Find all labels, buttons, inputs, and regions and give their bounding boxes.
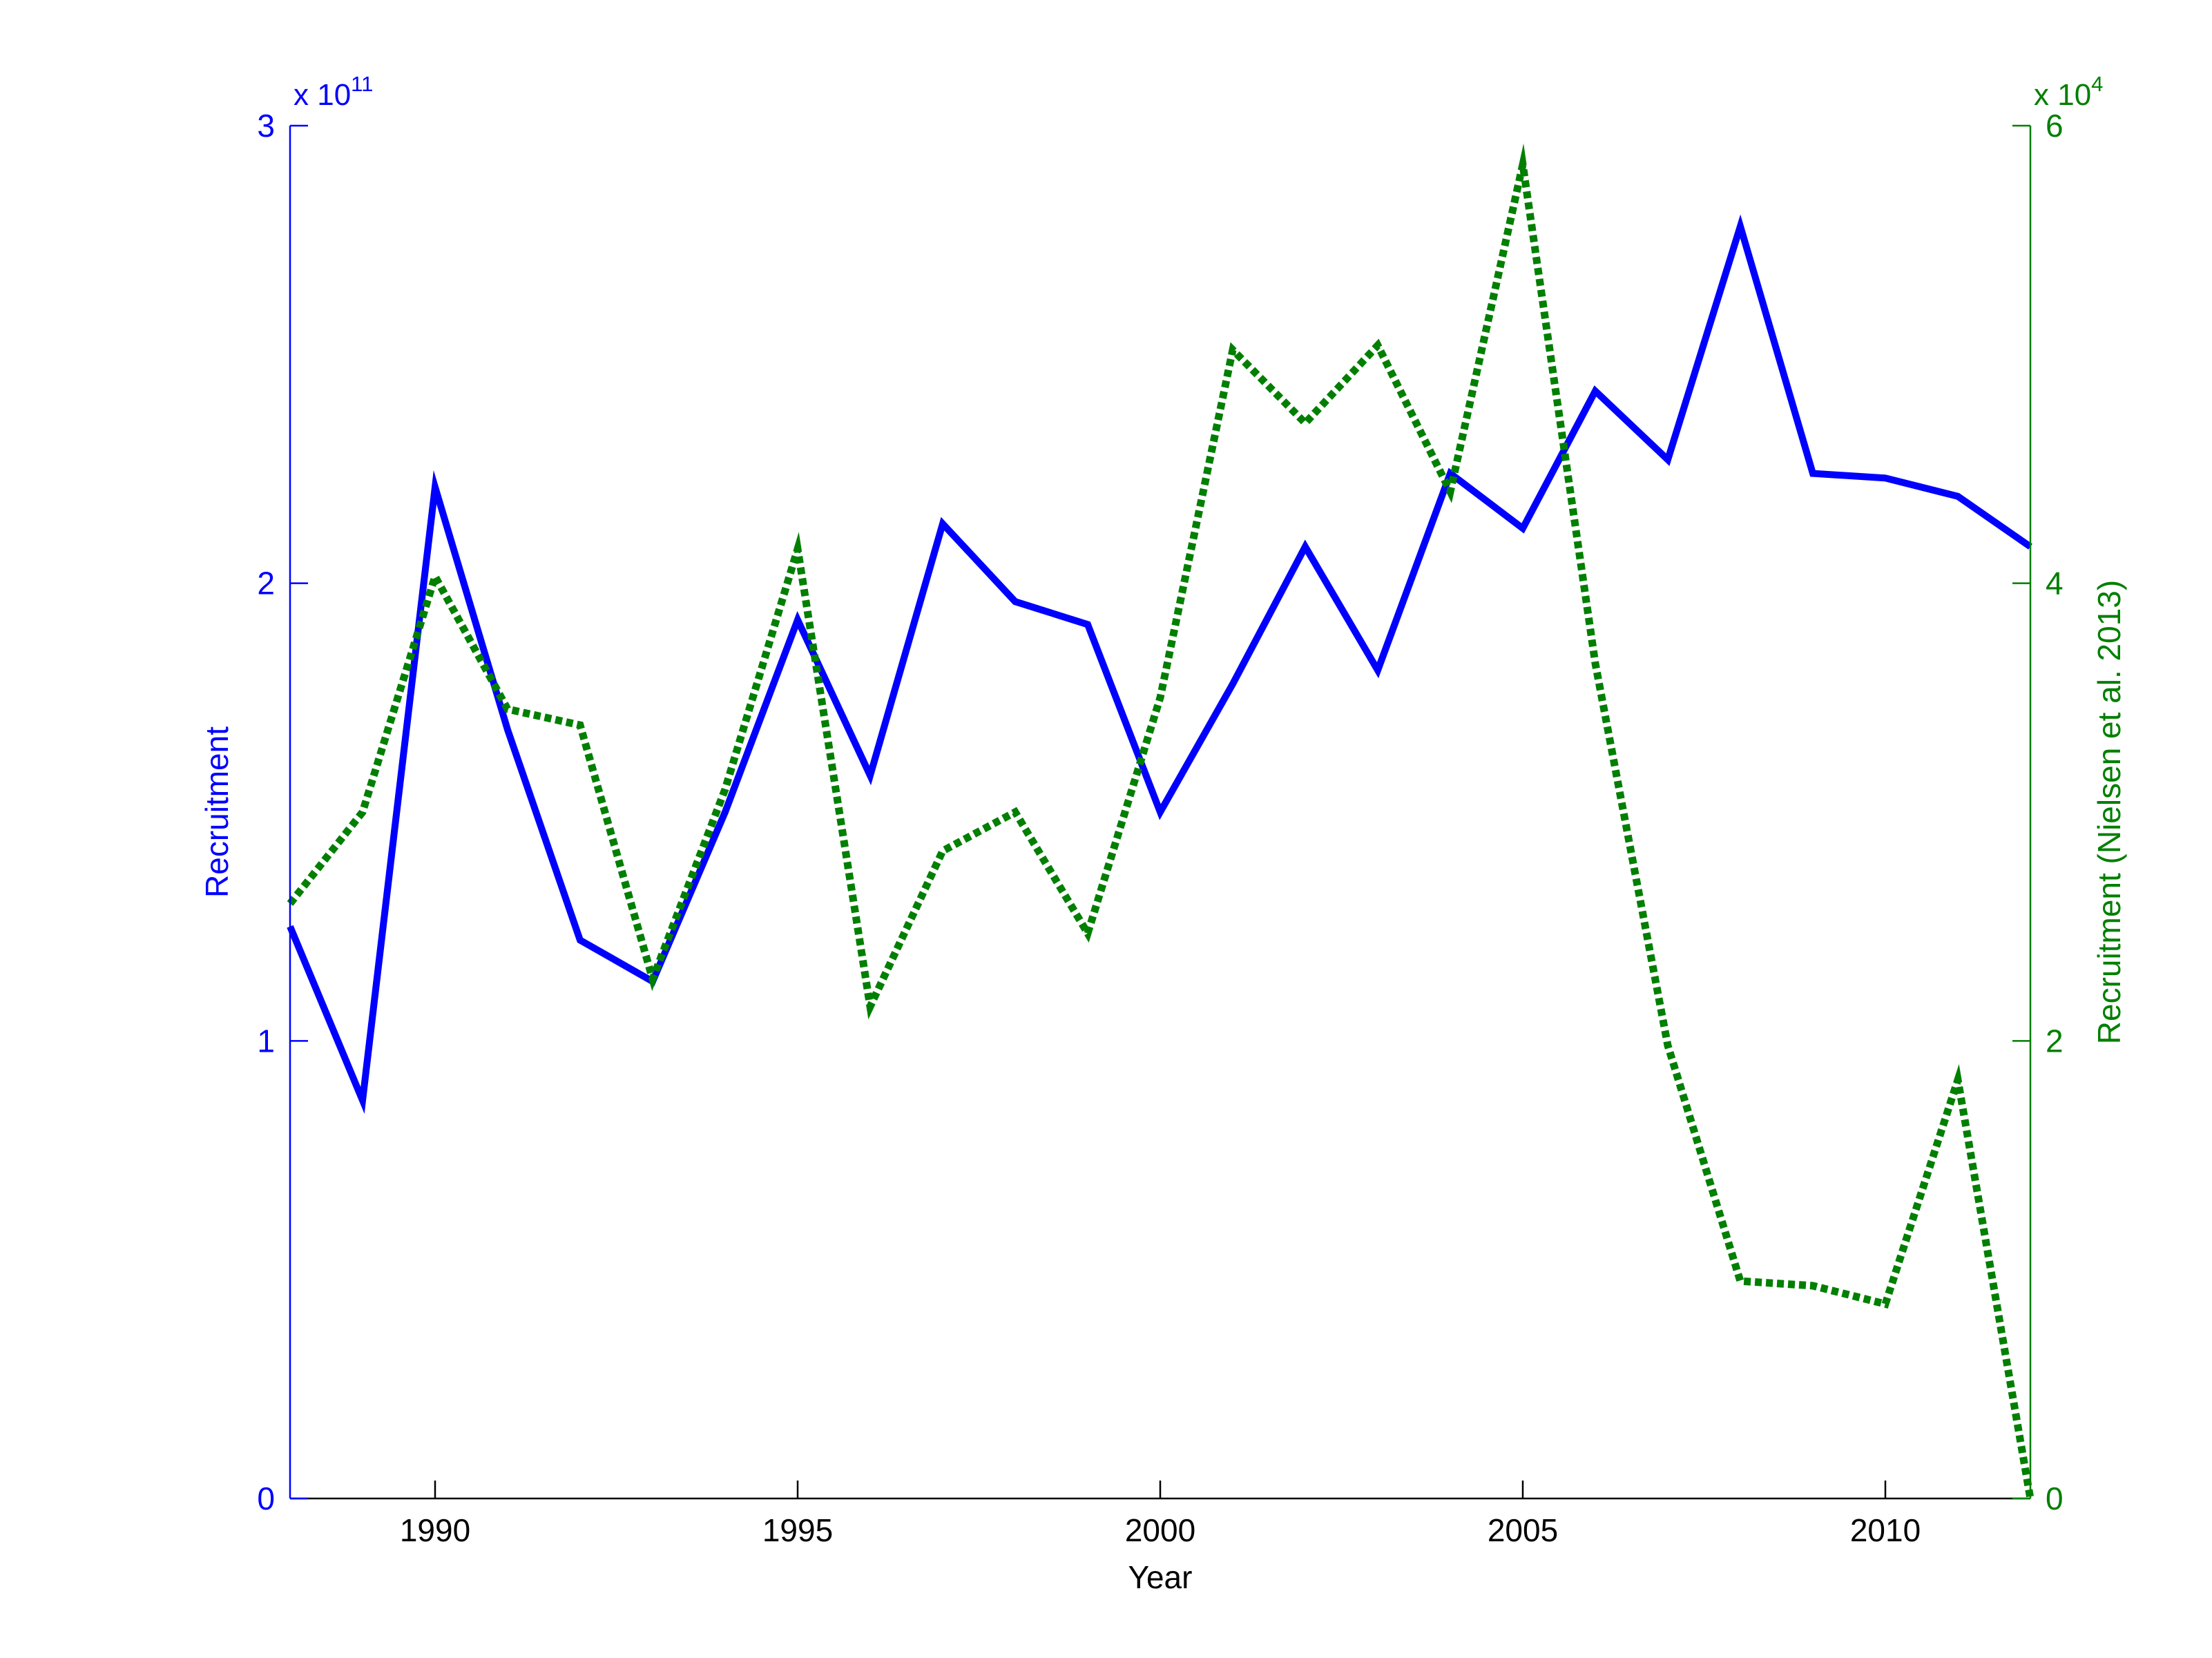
series-line-nielsen <box>287 143 2035 1499</box>
x-tick-label: 2010 <box>1850 1512 1921 1548</box>
left-tick-label: 1 <box>257 1023 275 1059</box>
left-tick-label: 3 <box>257 108 275 144</box>
right-exponent-prefix: x 10 <box>2034 78 2091 112</box>
right-tick-label: 0 <box>2046 1481 2064 1516</box>
right-tick-label: 2 <box>2046 1023 2064 1059</box>
series-line-recruitment <box>287 214 2032 1115</box>
left-axis-label: Recruitment <box>199 726 235 898</box>
right-axis-label: Recruitment (Nielsen et al. 2013) <box>2091 580 2127 1044</box>
left-tick-label: 2 <box>257 566 275 601</box>
x-tick-label: 1990 <box>400 1512 470 1548</box>
right-axis-exponent: x 104 <box>2034 72 2103 112</box>
right-exponent-power: 4 <box>2091 72 2103 96</box>
right-tick-label: 4 <box>2046 566 2064 601</box>
x-axis-label: Year <box>1128 1559 1193 1595</box>
left-tick-label: 0 <box>257 1481 275 1516</box>
x-tick-label: 1995 <box>762 1512 833 1548</box>
right-tick-label: 6 <box>2046 108 2064 144</box>
left-axis-exponent: x 1011 <box>294 72 373 112</box>
left-exponent-prefix: x 10 <box>294 78 351 112</box>
x-tick-label: 2005 <box>1488 1512 1558 1548</box>
x-tick-label: 2000 <box>1125 1512 1195 1548</box>
left-exponent-power: 11 <box>351 72 373 96</box>
